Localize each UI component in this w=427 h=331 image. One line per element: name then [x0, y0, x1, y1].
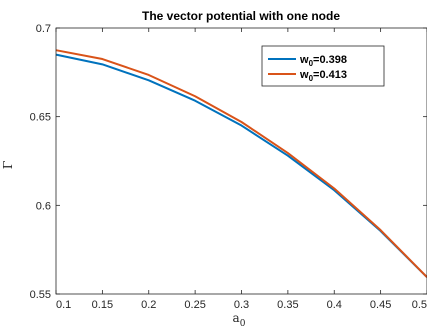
x-tick-label: 0.45: [370, 299, 391, 311]
chart-title: The vector potential with one node: [142, 9, 340, 23]
legend-box: [261, 45, 385, 87]
series-line-2: [55, 49, 427, 278]
x-tick-label: 0.2: [141, 299, 156, 311]
y-tick-labels: 0.55 0.6 0.65 0.7: [30, 23, 51, 301]
legend-entry-2: w0=0.413: [299, 69, 347, 83]
x-tick-label: 0.5: [412, 299, 427, 311]
y-tick-label: 0.55: [30, 289, 51, 301]
x-tick-label: 0.4: [327, 299, 342, 311]
tick-marks: [55, 27, 427, 295]
x-tick-label: 0.3: [234, 299, 249, 311]
y-axis-label: Γ: [1, 161, 15, 169]
y-tick-label: 0.6: [36, 200, 51, 212]
x-axis-label-subscript: 0: [240, 319, 246, 329]
x-tick-label: 0.1: [56, 299, 71, 311]
x-tick-label: 0.15: [92, 299, 113, 311]
x-tick-labels: 0.1 0.15 0.2 0.25 0.3 0.35 0.4 0.45 0.5: [56, 299, 427, 311]
y-tick-label: 0.65: [30, 112, 51, 124]
x-tick-label: 0.35: [277, 299, 298, 311]
plot-frame: [55, 27, 427, 295]
x-tick-label: 0.25: [184, 299, 205, 311]
legend-entry-1: w0=0.398: [299, 54, 347, 68]
y-tick-label: 0.7: [36, 23, 51, 35]
x-axis-label: a0: [233, 311, 246, 329]
series-layer: [55, 49, 427, 278]
